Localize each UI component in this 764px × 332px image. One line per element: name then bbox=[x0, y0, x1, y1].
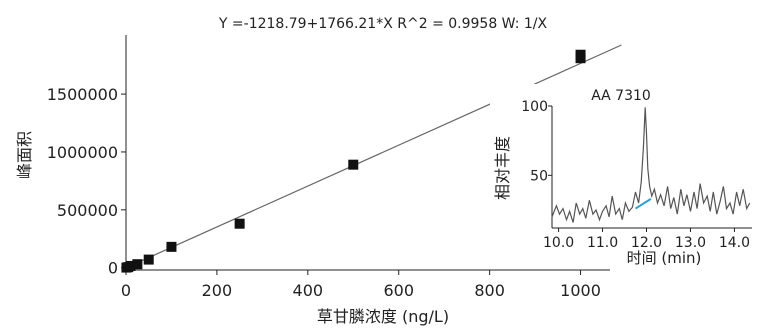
data-point bbox=[575, 49, 586, 60]
y-tick-label: 1000000 bbox=[47, 143, 118, 162]
x-tick-label: 800 bbox=[474, 281, 505, 300]
integration-baseline bbox=[634, 198, 652, 210]
inset-x-tick-label: 12.0 bbox=[631, 235, 662, 251]
chromatogram-trace bbox=[551, 107, 751, 223]
y-tick-label: 0 bbox=[108, 259, 118, 278]
data-point bbox=[125, 260, 136, 271]
data-point bbox=[348, 159, 359, 170]
regression-line bbox=[125, 44, 622, 269]
y-axis-label: 峰面积 bbox=[15, 131, 34, 179]
inset-x-axis-label: 时间 (min) bbox=[627, 249, 702, 267]
inset-y-tick-label: 100 bbox=[521, 99, 548, 115]
y-tick-label: 500000 bbox=[57, 201, 118, 220]
x-tick-label: 1000 bbox=[560, 281, 601, 300]
main-plot: 0 200 400 600 800 1000 0 500000 1000000 1500000 Y … bbox=[15, 16, 622, 326]
inset-x-tick-label: 13.0 bbox=[675, 235, 706, 251]
inset-x-tick-label: 10.0 bbox=[543, 235, 574, 251]
data-point bbox=[132, 259, 143, 270]
data-point bbox=[166, 241, 177, 252]
x-tick-label: 0 bbox=[121, 281, 131, 300]
x-tick-label: 600 bbox=[383, 281, 414, 300]
y-tick-label: 1500000 bbox=[47, 85, 118, 104]
chart-title: Y =-1218.79+1766.21*X R^2 = 0.9958 W: 1/… bbox=[218, 16, 548, 32]
inset-y-axis-label: 相对丰度 bbox=[493, 136, 512, 200]
inset-x-tick-label: 11.0 bbox=[587, 235, 618, 251]
x-tick-label: 400 bbox=[293, 281, 324, 300]
inset-background bbox=[490, 84, 764, 266]
x-axis-label: 草甘膦浓度 (ng/L) bbox=[317, 307, 449, 326]
x-tick-label: 200 bbox=[202, 281, 233, 300]
data-point bbox=[143, 254, 154, 265]
inset-plot: 10.0 11.0 12.0 13.0 14.0 50 100 AA 7310 时间 (min)… bbox=[490, 84, 764, 267]
peak-annotation: AA 7310 bbox=[591, 88, 651, 104]
inset-x-tick-label: 14.0 bbox=[719, 235, 750, 251]
inset-y-tick-label: 50 bbox=[530, 168, 548, 184]
data-point bbox=[234, 218, 245, 229]
